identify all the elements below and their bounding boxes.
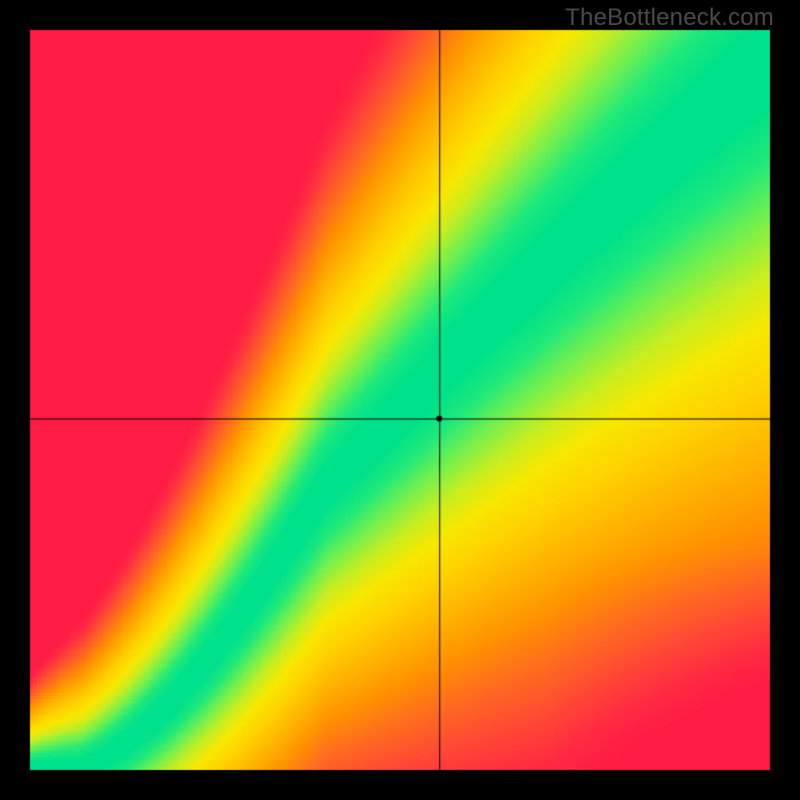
heatmap-container: TheBottleneck.com (0, 0, 800, 800)
bottleneck-heatmap (0, 0, 800, 800)
watermark-label: TheBottleneck.com (565, 4, 774, 32)
